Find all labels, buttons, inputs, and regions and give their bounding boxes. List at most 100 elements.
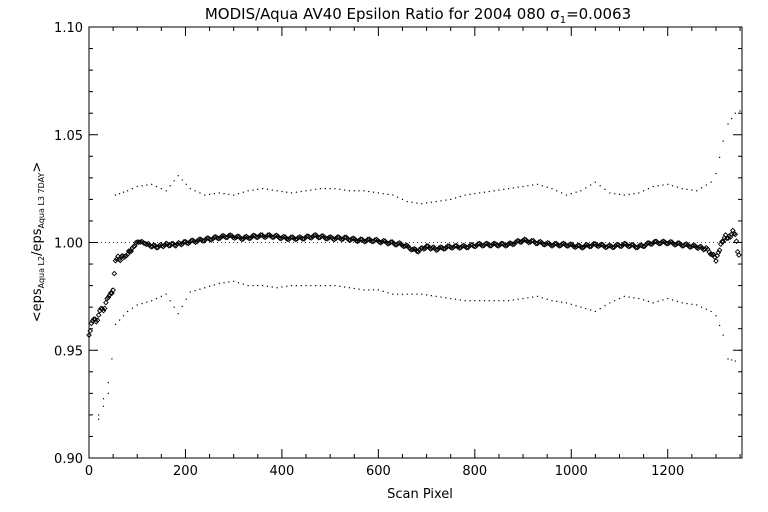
lower-envelope-point bbox=[715, 315, 717, 317]
upper-envelope-point bbox=[589, 184, 592, 186]
upper-envelope-point bbox=[734, 112, 736, 114]
lower-envelope-point bbox=[474, 300, 476, 302]
mean-ratio-point bbox=[168, 240, 175, 247]
lower-envelope-point bbox=[334, 285, 336, 287]
upper-envelope-point bbox=[498, 189, 500, 191]
upper-envelope-point bbox=[561, 192, 563, 194]
upper-envelope-point bbox=[691, 189, 693, 191]
chart-title-suffix: =0.0063 bbox=[566, 5, 631, 23]
lower-envelope-point bbox=[237, 282, 240, 284]
upper-envelope-point bbox=[151, 183, 153, 185]
lower-envelope-point bbox=[430, 295, 433, 297]
mean-ratio-point bbox=[192, 239, 199, 246]
mean-ratio-point bbox=[257, 232, 264, 238]
lower-envelope-point bbox=[589, 309, 592, 311]
lower-envelope-point bbox=[594, 310, 596, 313]
mean-ratio-point bbox=[434, 246, 441, 253]
lower-envelope-point bbox=[310, 285, 312, 287]
upper-envelope-point bbox=[517, 186, 519, 188]
mean-ratio-point bbox=[634, 244, 641, 251]
upper-envelope-point bbox=[392, 194, 394, 196]
upper-envelope-point bbox=[474, 193, 476, 195]
mean-ratio-point bbox=[709, 251, 715, 258]
mean-ratio-point bbox=[657, 240, 664, 247]
mean-ratio-point bbox=[111, 270, 118, 277]
mean-ratio-point bbox=[93, 318, 100, 325]
upper-envelope-point bbox=[522, 185, 524, 188]
lower-envelope-point bbox=[705, 308, 707, 310]
upper-envelope-point bbox=[722, 140, 724, 142]
lower-envelope-point bbox=[618, 297, 621, 300]
mean-ratio-point bbox=[307, 234, 313, 241]
upper-envelope-point bbox=[300, 190, 302, 193]
lower-envelope-point bbox=[488, 300, 490, 302]
lower-envelope-point bbox=[469, 300, 471, 302]
upper-envelope-point bbox=[377, 192, 379, 194]
lower-envelope-point bbox=[339, 285, 341, 287]
lower-envelope-point bbox=[450, 297, 452, 300]
mean-ratio-point bbox=[211, 234, 218, 240]
upper-envelope-point bbox=[705, 184, 707, 186]
upper-envelope-point bbox=[479, 192, 481, 194]
mean-ratio-point bbox=[160, 243, 167, 250]
mean-ratio-point bbox=[103, 299, 109, 306]
lower-envelope-point bbox=[628, 296, 630, 298]
mean-ratio-point bbox=[107, 290, 114, 296]
mean-ratio-point bbox=[354, 238, 361, 245]
y-tick-label: 1.05 bbox=[54, 129, 83, 144]
mean-ratio-point bbox=[123, 252, 130, 259]
lower-envelope-point bbox=[382, 290, 384, 292]
mean-ratio-point bbox=[208, 237, 215, 243]
upper-envelope-point bbox=[657, 185, 659, 187]
upper-envelope-point bbox=[177, 175, 179, 177]
lower-envelope-point bbox=[652, 302, 654, 304]
mean-ratio-point bbox=[682, 241, 688, 248]
y-tick-label: 0.95 bbox=[54, 344, 83, 359]
mean-ratio-point bbox=[614, 241, 620, 248]
lower-envelope-point bbox=[585, 307, 587, 310]
mean-ratio-point bbox=[197, 236, 203, 242]
upper-envelope-point bbox=[594, 181, 596, 183]
mean-ratio-point bbox=[690, 242, 697, 248]
mean-ratio-point bbox=[86, 332, 92, 339]
upper-envelope-point bbox=[633, 193, 635, 195]
lower-envelope-point bbox=[411, 293, 413, 295]
lower-envelope-point bbox=[126, 310, 129, 313]
upper-envelope-point bbox=[141, 185, 143, 187]
lower-envelope-point bbox=[512, 299, 515, 301]
upper-envelope-point bbox=[233, 194, 235, 196]
upper-envelope-point bbox=[411, 201, 413, 203]
mean-ratio-point bbox=[104, 295, 110, 302]
mean-ratio-point bbox=[579, 245, 586, 251]
lower-envelope-point bbox=[173, 306, 175, 308]
upper-envelope-point bbox=[228, 193, 230, 195]
lower-envelope-point bbox=[262, 285, 264, 287]
mean-ratio-point bbox=[588, 243, 594, 250]
lower-envelope-point bbox=[387, 292, 389, 294]
upper-envelope-point bbox=[483, 191, 486, 193]
lower-envelope-point bbox=[146, 301, 148, 303]
y-axis-label-part-3: > bbox=[30, 162, 45, 173]
mean-ratio-point bbox=[612, 242, 619, 249]
y-axis-label-part-2: /eps bbox=[30, 228, 45, 256]
lower-envelope-point bbox=[657, 300, 659, 303]
mean-ratio-point bbox=[207, 236, 213, 243]
upper-envelope-point bbox=[585, 187, 587, 189]
upper-envelope-point bbox=[718, 156, 721, 158]
mean-ratio-point bbox=[194, 238, 200, 245]
lower-envelope-point bbox=[503, 300, 505, 302]
plot-area: 0 200 400 600 800 1000 1200 0.90 0.95 1.00 1.05 1.1… bbox=[54, 21, 743, 479]
upper-envelope-point bbox=[623, 194, 625, 196]
upper-envelope-point bbox=[146, 184, 148, 186]
lower-envelope-point bbox=[118, 319, 121, 321]
upper-envelope-point bbox=[213, 193, 215, 195]
mean-ratio-point bbox=[418, 245, 424, 251]
upper-envelope-point bbox=[507, 188, 510, 190]
upper-envelope-point bbox=[696, 190, 698, 192]
mean-ratio-point bbox=[552, 240, 558, 247]
y-axis-label-sub-1: Aqua L2 bbox=[37, 256, 46, 288]
lower-envelope-point bbox=[536, 295, 539, 297]
mean-ratio-point bbox=[663, 240, 670, 247]
mean-ratio-point bbox=[357, 236, 364, 243]
mean-ratio-point bbox=[510, 241, 516, 248]
